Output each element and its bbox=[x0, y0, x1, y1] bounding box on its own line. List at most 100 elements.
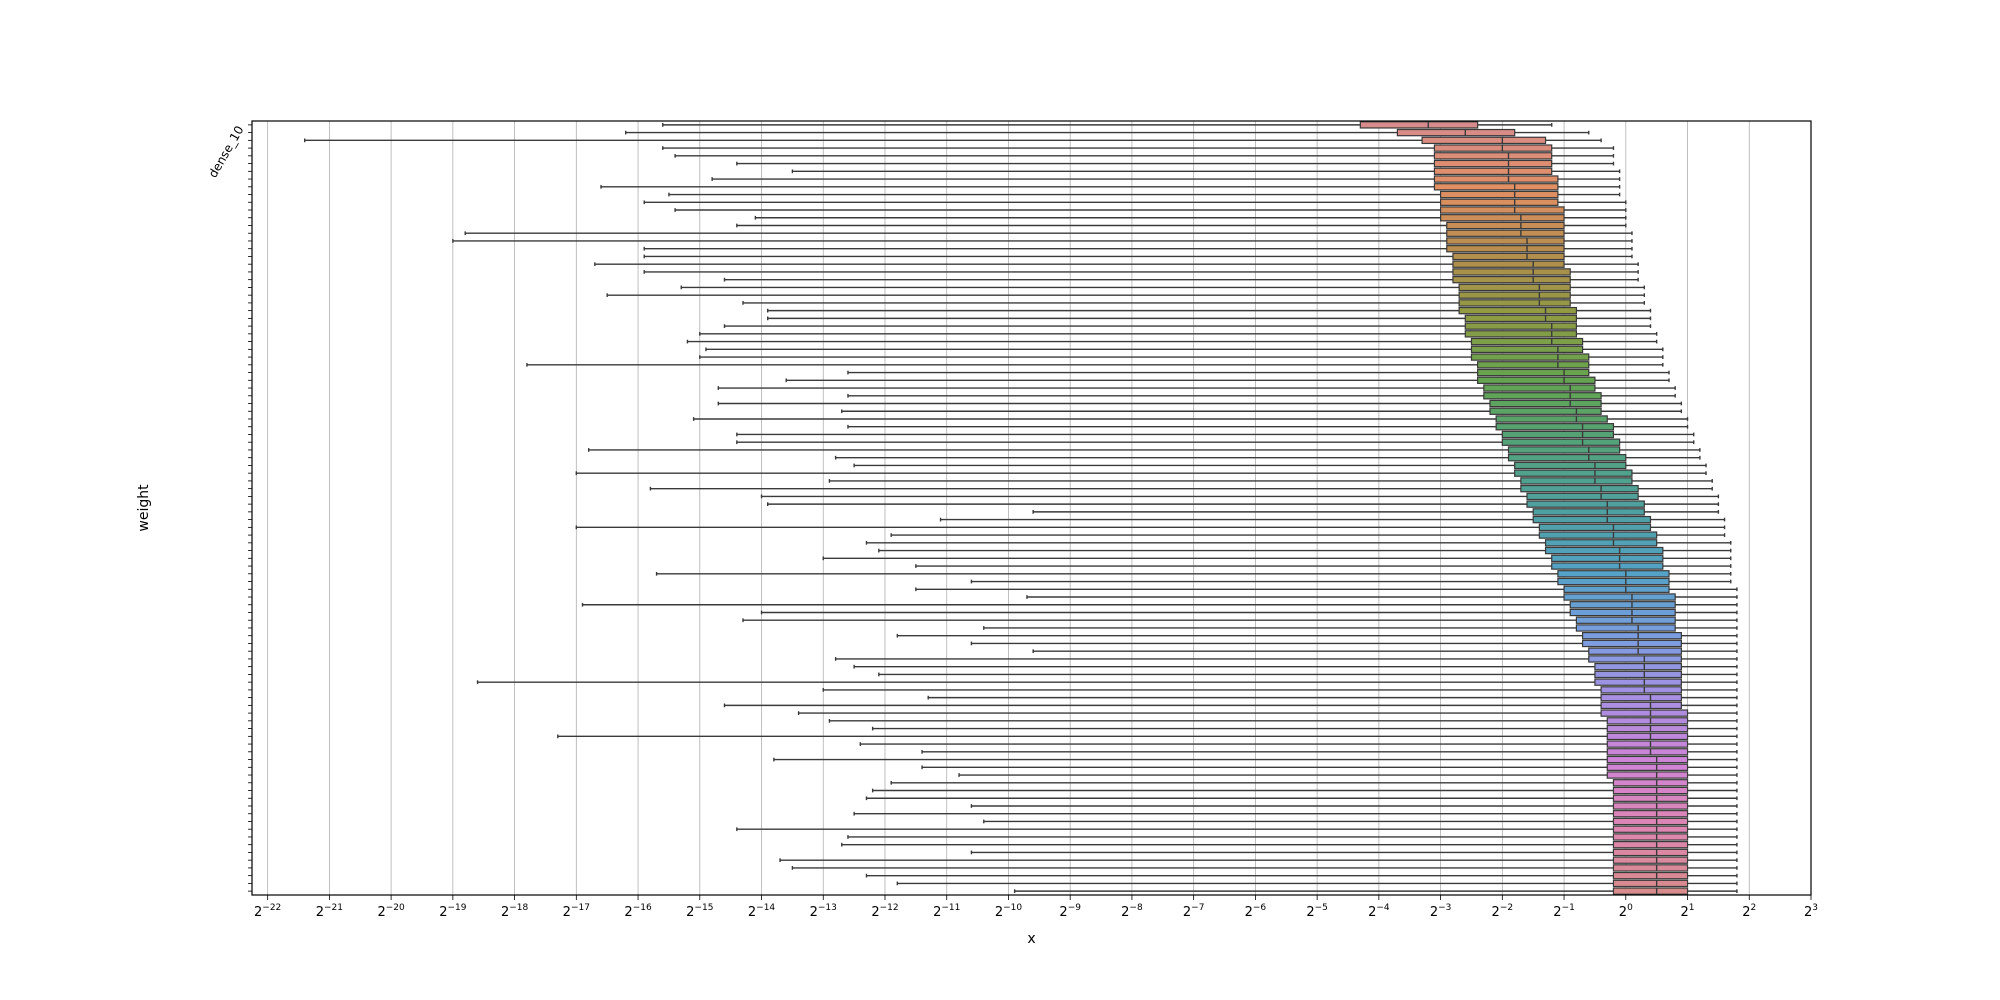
x-tick-label: 2−18 bbox=[501, 903, 529, 920]
x-tick-base: 2 bbox=[1742, 905, 1750, 920]
x-tick-exponent: −9 bbox=[1068, 903, 1082, 913]
box-item bbox=[970, 577, 1732, 586]
x-tick-base: 2 bbox=[1492, 905, 1500, 920]
box-item bbox=[853, 662, 1738, 671]
box-item bbox=[841, 407, 1683, 415]
box-iqr bbox=[1507, 453, 1627, 462]
x-tick-base: 2 bbox=[810, 905, 818, 920]
box-item bbox=[736, 825, 1738, 833]
x-tick-exponent: −20 bbox=[386, 903, 405, 913]
box-item bbox=[766, 306, 1652, 315]
box-iqr bbox=[1421, 136, 1547, 145]
box-iqr bbox=[1470, 345, 1584, 354]
box-iqr bbox=[1446, 229, 1565, 237]
x-tick-base: 2 bbox=[1306, 905, 1314, 920]
x-tick-label: 2−5 bbox=[1306, 903, 1328, 920]
box-item bbox=[983, 817, 1738, 826]
box-item bbox=[464, 229, 1633, 237]
box-iqr bbox=[1563, 593, 1676, 601]
x-tick-exponent: −17 bbox=[571, 903, 590, 913]
x-tick-base: 2 bbox=[1553, 905, 1561, 920]
box-iqr bbox=[1612, 802, 1689, 810]
box-item bbox=[643, 245, 1633, 253]
x-tick-label: 2−15 bbox=[686, 903, 713, 920]
box-iqr bbox=[1452, 260, 1565, 268]
box-item bbox=[723, 275, 1639, 284]
box-iqr bbox=[1446, 245, 1565, 253]
box-iqr bbox=[1612, 879, 1689, 888]
box-iqr bbox=[1433, 144, 1553, 152]
box-iqr bbox=[1446, 237, 1565, 245]
box-item bbox=[680, 283, 1646, 292]
box-item bbox=[822, 686, 1738, 694]
box-iqr bbox=[1606, 732, 1689, 741]
box-iqr bbox=[1452, 268, 1571, 276]
box-iqr bbox=[1612, 871, 1689, 880]
box-iqr bbox=[1551, 562, 1664, 570]
box-item bbox=[915, 562, 1732, 570]
box-item bbox=[581, 601, 1738, 609]
x-tick-label: 2−19 bbox=[439, 903, 467, 920]
box-item bbox=[970, 639, 1738, 648]
x-tick-base: 2 bbox=[439, 905, 447, 920]
x-tick-label: 2−21 bbox=[316, 903, 343, 920]
box-iqr bbox=[1612, 887, 1689, 895]
x-tick-base: 2 bbox=[1059, 905, 1067, 920]
box-iqr bbox=[1600, 701, 1682, 710]
box-iqr bbox=[1452, 252, 1565, 261]
box-iqr bbox=[1439, 198, 1559, 206]
x-tick-exponent: −18 bbox=[509, 903, 528, 913]
box-item bbox=[1013, 887, 1738, 895]
x-tick-exponent: −3 bbox=[1438, 903, 1451, 913]
box-item bbox=[655, 570, 1732, 578]
x-tick-exponent: 1 bbox=[1689, 903, 1695, 913]
box-iqr bbox=[1569, 608, 1676, 617]
box-item bbox=[587, 446, 1701, 454]
box-iqr bbox=[1612, 833, 1689, 841]
x-tick-exponent: −1 bbox=[1562, 903, 1575, 913]
x-tick-exponent: 2 bbox=[1751, 903, 1757, 913]
box-iqr bbox=[1600, 686, 1682, 694]
box-iqr bbox=[1477, 368, 1590, 377]
box-item bbox=[791, 167, 1621, 176]
box-item bbox=[1032, 508, 1720, 516]
x-tick-label: 2−10 bbox=[995, 903, 1023, 920]
box-item bbox=[847, 392, 1676, 400]
box-item bbox=[896, 879, 1738, 888]
box-item bbox=[723, 701, 1738, 710]
box-item bbox=[736, 438, 1695, 446]
box-iqr bbox=[1606, 771, 1689, 779]
box-iqr bbox=[1612, 856, 1689, 864]
x-tick-exponent: −4 bbox=[1376, 903, 1390, 913]
x-tick-base: 2 bbox=[1804, 905, 1812, 920]
box-iqr bbox=[1612, 840, 1689, 849]
box-iqr bbox=[1433, 167, 1553, 176]
box-iqr bbox=[1575, 616, 1676, 624]
box-iqr bbox=[1439, 190, 1559, 199]
box-item bbox=[674, 152, 1615, 160]
box-item bbox=[970, 848, 1738, 857]
box-item bbox=[742, 299, 1646, 307]
box-iqr bbox=[1514, 461, 1627, 470]
x-tick-base: 2 bbox=[995, 905, 1003, 920]
x-tick-base: 2 bbox=[1245, 905, 1253, 920]
x-tick-exponent: −12 bbox=[880, 903, 899, 913]
box-item bbox=[847, 833, 1738, 841]
x-tick-base: 2 bbox=[316, 905, 324, 920]
box-item bbox=[834, 453, 1701, 462]
box-item bbox=[557, 732, 1738, 741]
x-axis-ticks: 2−22 2−21 2−20 2−19 2−18 2−17 2−16 2−15 2−14 2−13… bbox=[254, 895, 1818, 920]
x-tick-label: 2−1 bbox=[1553, 903, 1575, 920]
box-iqr bbox=[1483, 384, 1596, 392]
box-item bbox=[575, 523, 1726, 532]
box-item bbox=[736, 159, 1615, 168]
box-iqr bbox=[1495, 415, 1608, 423]
box-item bbox=[662, 144, 1615, 152]
x-tick-base: 2 bbox=[1121, 905, 1129, 920]
x-tick-base: 2 bbox=[1183, 905, 1191, 920]
box-item bbox=[526, 361, 1664, 369]
box-item bbox=[766, 500, 1720, 508]
box-iqr bbox=[1464, 330, 1578, 338]
box-item bbox=[736, 221, 1627, 230]
box-iqr bbox=[1600, 693, 1682, 702]
